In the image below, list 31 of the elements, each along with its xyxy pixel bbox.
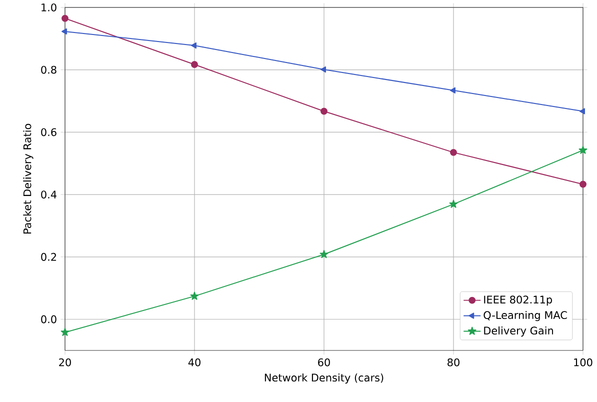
y-axis-title: Packet Delivery Ratio [23, 124, 34, 234]
y-tick-label: 0.4 [41, 190, 56, 198]
y-tick-label: 0.0 [41, 315, 56, 323]
point [450, 148, 457, 156]
x-tick-label: 100 [574, 358, 592, 366]
point [580, 180, 586, 188]
x-tick-label: 40 [188, 358, 200, 366]
x-tick-label: 20 [59, 358, 71, 366]
point [450, 87, 456, 94]
point [190, 292, 199, 300]
y-tick-label: 0.8 [41, 66, 56, 74]
point [320, 250, 328, 258]
point [60, 328, 70, 336]
x-tick-label: 80 [448, 358, 460, 366]
point [62, 28, 67, 34]
y-tick-label: 0.2 [41, 252, 56, 261]
y-tick-label: 1.0 [42, 3, 56, 12]
y-tick-label: 0.6 [41, 128, 56, 136]
legend-label: IEEE 802.11p [484, 295, 552, 306]
point [191, 60, 198, 68]
point [191, 42, 196, 48]
legend-label: Delivery Gain [484, 326, 554, 336]
x-axis-title: Network Density (cars) [264, 373, 384, 384]
legend-label: Q-Learning MAC [484, 310, 567, 321]
point [320, 66, 326, 72]
point [580, 108, 585, 114]
point [62, 14, 68, 22]
point [449, 200, 458, 208]
x-tick-label: 60 [318, 358, 330, 366]
point [320, 108, 328, 115]
point [578, 146, 588, 154]
